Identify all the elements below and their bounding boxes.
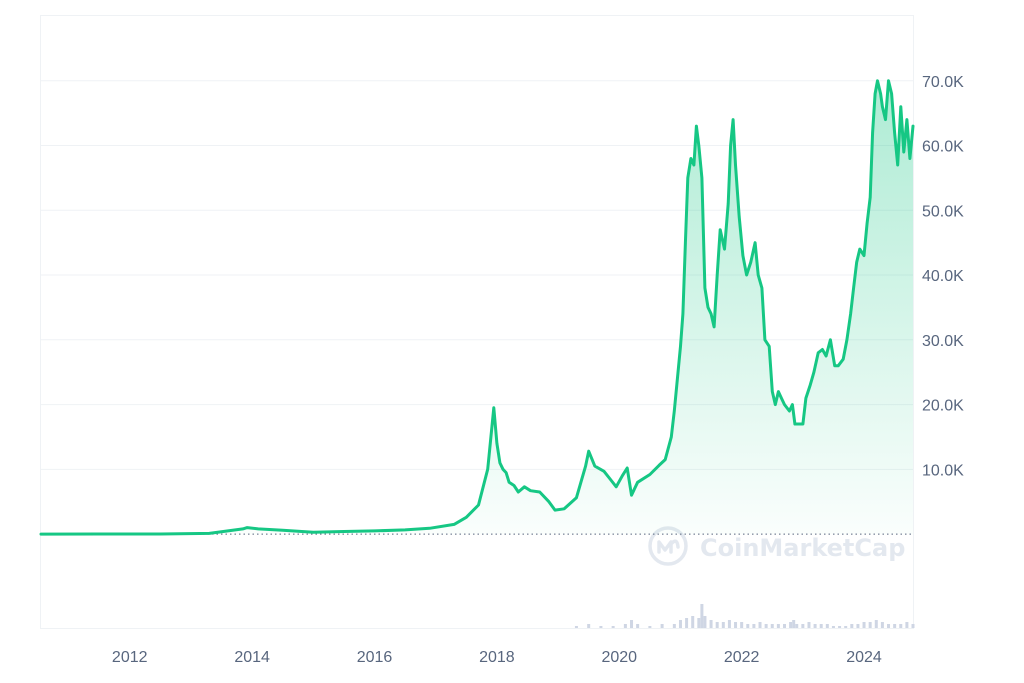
volume-bar (574, 626, 578, 628)
volume-bar (623, 624, 627, 628)
volume-bar (801, 624, 805, 628)
volume-bar (813, 624, 817, 628)
x-tick-label: 2012 (112, 649, 148, 666)
x-tick-label: 2020 (601, 649, 637, 666)
volume-bar (825, 624, 829, 628)
volume-bar (700, 604, 704, 628)
volume-bar (880, 622, 884, 628)
volume-bar (831, 626, 835, 628)
plot-frame (40, 15, 914, 629)
volume-bar (715, 622, 719, 628)
volume-bar (776, 624, 780, 628)
volume-bar (893, 624, 897, 628)
y-tick-label: 50.0K (922, 203, 964, 220)
volume-bar (764, 624, 768, 628)
volume-bar (660, 624, 664, 628)
volume-bar (782, 624, 786, 628)
y-tick-label: 30.0K (922, 333, 964, 350)
watermark-text: CoinMarketCap (700, 534, 905, 562)
volume-bar (850, 624, 854, 628)
x-tick-label: 2014 (234, 649, 270, 666)
y-axis: 10.0K 20.0K 30.0K 40.0K 50.0K 60.0K 70.0K (922, 74, 964, 480)
volume-bar (789, 622, 793, 628)
volume-bar (599, 626, 603, 628)
volume-bar (709, 620, 713, 628)
volume-bar (752, 624, 756, 628)
volume-bar (911, 624, 915, 628)
x-tick-label: 2016 (357, 649, 393, 666)
volume-bar (721, 622, 725, 628)
volume-bar (630, 620, 634, 628)
volume-bar (838, 626, 842, 628)
x-axis: 2012 2014 2016 2018 2020 2022 2024 (112, 649, 882, 666)
volume-bar (758, 622, 762, 628)
volume-bar (899, 624, 903, 628)
x-tick-label: 2022 (724, 649, 760, 666)
volume-bars (574, 604, 915, 628)
volume-bar (672, 624, 676, 628)
volume-bar (905, 622, 909, 628)
volume-bar (740, 622, 744, 628)
y-tick-label: 40.0K (922, 268, 964, 285)
volume-bar (770, 624, 774, 628)
volume-bar (856, 624, 860, 628)
y-tick-label: 20.0K (922, 398, 964, 415)
volume-bar (746, 624, 750, 628)
volume-bar (807, 622, 811, 628)
volume-bar (874, 620, 878, 628)
x-tick-label: 2018 (479, 649, 515, 666)
y-tick-label: 10.0K (922, 462, 964, 479)
volume-bar (648, 626, 652, 628)
volume-bar (678, 620, 682, 628)
volume-bar (587, 624, 591, 628)
volume-bar (636, 624, 640, 628)
volume-bar (868, 622, 872, 628)
volume-bar (727, 620, 731, 628)
y-tick-label: 60.0K (922, 139, 964, 156)
volume-bar (697, 618, 701, 628)
volume-bar (819, 624, 823, 628)
price-line (39, 79, 915, 536)
volume-bar (887, 624, 891, 628)
volume-bar (611, 626, 615, 628)
volume-bar (792, 620, 796, 628)
volume-bar (703, 616, 707, 628)
volume-bar (844, 626, 848, 628)
volume-bar (685, 618, 689, 628)
watermark: CoinMarketCap (648, 526, 905, 566)
volume-bar (862, 622, 866, 628)
y-tick-label: 70.0K (922, 74, 964, 91)
volume-bar (795, 624, 799, 628)
volume-bar (734, 622, 738, 628)
volume-bar (691, 616, 695, 628)
x-tick-label: 2024 (846, 649, 882, 666)
price-area-fill (41, 80, 913, 535)
